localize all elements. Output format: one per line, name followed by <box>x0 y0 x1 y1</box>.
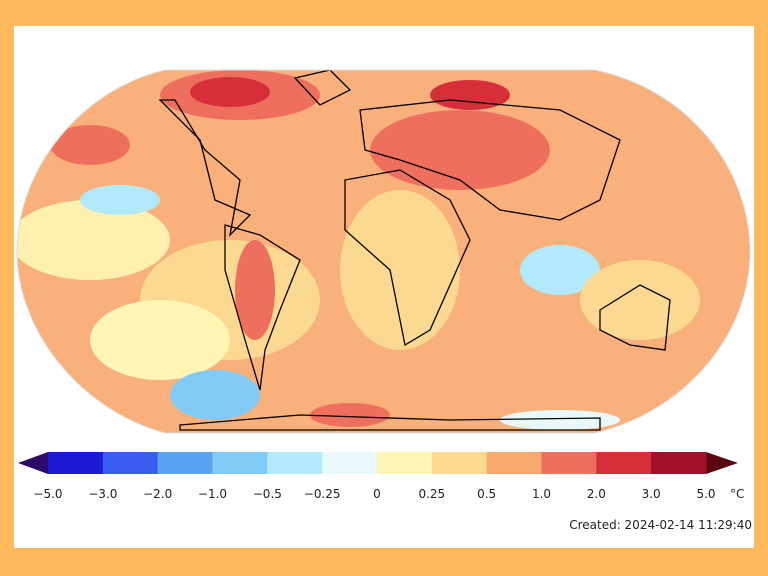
colorbar-tick-label: 0 <box>373 487 381 501</box>
colorbar-tick-label: 3.0 <box>642 487 661 501</box>
colorbar-tick-label: −5.0 <box>33 487 62 501</box>
colorbar-segment <box>212 452 268 474</box>
unit-label: °C <box>730 487 744 501</box>
colorbar-segment <box>267 452 323 474</box>
colorbar-tick-label: −0.25 <box>304 487 341 501</box>
colorbar-tick-label: 0.25 <box>418 487 445 501</box>
colorbar-over <box>706 452 738 474</box>
colorbar-segment <box>431 452 488 474</box>
colorbar-segment <box>651 452 707 474</box>
colorbar-segment <box>596 452 652 474</box>
colorbar-segment <box>48 452 104 474</box>
colorbar-under <box>18 452 48 474</box>
colorbar-segment <box>322 452 378 474</box>
created-label: Created: 2024-02-14 11:29:40 <box>569 518 752 532</box>
colorbar-tick-label: −2.0 <box>143 487 172 501</box>
colorbar-tick-label: −0.5 <box>253 487 282 501</box>
colorbar-segment <box>102 452 159 474</box>
colorbar-tick-label: −3.0 <box>88 487 117 501</box>
colorbar-segment <box>541 452 597 474</box>
colorbar-tick-label: 1.0 <box>532 487 551 501</box>
colorbar-tick-label: 5.0 <box>696 487 715 501</box>
anomaly-map <box>17 70 750 433</box>
colorbar-tick-label: 2.0 <box>587 487 606 501</box>
map-border <box>16 69 751 434</box>
colorbar-segment <box>486 452 542 474</box>
colorbar-segment <box>157 452 213 474</box>
colorbar-tick-label: −1.0 <box>198 487 227 501</box>
colorbar-segment <box>377 452 433 474</box>
colorbar-tick-label: 0.5 <box>477 487 496 501</box>
